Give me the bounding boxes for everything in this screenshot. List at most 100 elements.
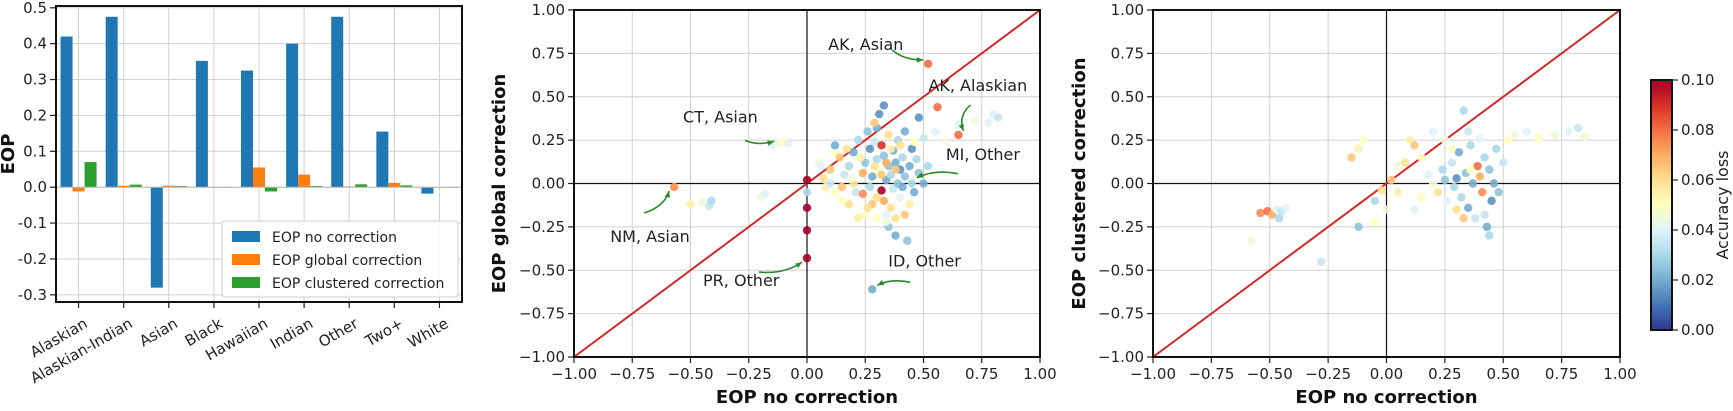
scatter-point — [933, 102, 942, 112]
scatter-point — [1452, 174, 1461, 183]
scatter-point — [837, 196, 847, 206]
scatter-point — [863, 127, 872, 136]
scatter-point — [1494, 187, 1503, 197]
scatter-point — [819, 174, 828, 183]
scatter-ytick-label: −0.25 — [519, 218, 565, 236]
bar-eop-clustered-correction — [129, 184, 142, 188]
annotation-label: AK, Asian — [828, 35, 903, 54]
scatter-point — [1534, 134, 1543, 143]
annotation-arrowhead — [916, 57, 924, 63]
scatter-point — [1393, 187, 1403, 197]
scatter-point — [854, 135, 863, 145]
scatter-xtick-label: 0.75 — [965, 365, 998, 383]
scatter-point — [900, 210, 910, 219]
scatter-point — [882, 210, 891, 219]
scatter-point — [802, 226, 812, 235]
bar-legend-label: EOP clustered correction — [272, 276, 444, 292]
scatter-point — [835, 153, 844, 162]
scatter-point — [905, 200, 914, 209]
scatter-point — [1393, 161, 1403, 171]
scatter-point — [844, 200, 854, 209]
bar-category-label: Other — [315, 314, 362, 351]
scatter-point — [1499, 158, 1508, 167]
scatter-point — [870, 137, 879, 147]
scatter-ytick-label: 1.00 — [1111, 1, 1144, 19]
scatter-point — [1485, 165, 1494, 174]
scatter-point — [877, 141, 886, 150]
scatter-point — [993, 113, 1003, 122]
scatter-xtick-label: −0.25 — [726, 365, 772, 383]
annotation-arrowhead — [767, 140, 775, 146]
scatter-point — [896, 141, 905, 150]
scatter-point — [930, 127, 940, 136]
scatter-point — [1452, 205, 1461, 214]
scatter-xtick-label: −0.75 — [1188, 365, 1234, 383]
colorbar-tick-label: 0.02 — [1681, 271, 1714, 289]
scatter-ytick-label: 1.00 — [532, 1, 565, 19]
scatter-point — [919, 134, 928, 143]
scatter-xtick-label: 0.50 — [907, 365, 940, 383]
scatter-point — [919, 179, 928, 188]
scatter-ytick-label: −1.00 — [519, 348, 565, 366]
scatter-global-correction-panel: −1.00 −0.75 −0.50 −0.25 0.00 0.25 0.50 0.75 1.00… — [489, 1, 1057, 408]
bar-eop-global-correction — [388, 182, 401, 188]
scatter-point — [902, 236, 912, 245]
scatter-xtick-label: −0.25 — [1305, 365, 1351, 383]
scatter-ytick-label: 0.25 — [1111, 131, 1144, 149]
scatter-ytick-label: −0.50 — [519, 261, 565, 279]
bar-eop-no-correction — [376, 131, 389, 188]
bar-eop-global-correction — [72, 187, 85, 192]
scatter-xlabel: EOP no correction — [1295, 387, 1477, 408]
scatter-point — [1487, 196, 1496, 206]
scatter-point — [912, 155, 921, 164]
scatter-xtick-label: 0.00 — [1370, 365, 1403, 383]
scatter-point — [1447, 158, 1457, 167]
colorbar-panel: 0.00 0.02 0.04 0.06 0.08 0.10 Accuracy loss — [1650, 71, 1732, 339]
bar-eop-no-correction — [421, 187, 434, 194]
scatter-point — [1485, 231, 1494, 240]
bar-ytick-label: 0.1 — [23, 142, 47, 160]
scatter-point — [802, 175, 812, 185]
scatter-point — [877, 170, 886, 180]
scatter-point — [1564, 127, 1573, 136]
bar-legend-swatch — [232, 277, 260, 288]
scatter-point — [872, 155, 882, 164]
scatter-point — [875, 109, 884, 119]
colorbar-tick-label: 0.06 — [1681, 171, 1714, 189]
scatter-point — [1473, 161, 1482, 171]
scatter-point — [1382, 205, 1391, 214]
scatter-point — [891, 165, 900, 174]
annotation-label: CT, Asian — [683, 107, 758, 126]
scatter-point — [984, 118, 993, 127]
bar-category-label: Indian — [267, 314, 316, 353]
annotation-label: ID, Other — [888, 251, 961, 270]
colorbar-bar — [1650, 79, 1673, 331]
bar-eop-no-correction — [60, 36, 73, 188]
scatter-point — [816, 161, 826, 171]
scatter-point — [1354, 222, 1363, 232]
scatter-point — [854, 214, 863, 223]
bar-eop-clustered-correction — [265, 187, 277, 192]
scatter-point — [1480, 153, 1489, 162]
scatter-point — [1489, 179, 1499, 188]
scatter-axes-frame — [573, 9, 1041, 358]
scatter-point — [1274, 214, 1284, 223]
scatter-point — [1480, 210, 1489, 219]
scatter-point — [851, 187, 861, 197]
annotation-arrowhead — [795, 262, 802, 269]
scatter-point — [882, 158, 891, 167]
scatter-point — [886, 203, 896, 212]
scatter-xtick-label: 1.00 — [1603, 365, 1636, 383]
scatter-point — [879, 101, 889, 110]
scatter-point — [1281, 203, 1291, 212]
scatter-point — [1377, 186, 1387, 195]
scatter-point — [1370, 217, 1380, 226]
colorbar-tick-label: 0.08 — [1681, 121, 1714, 139]
annotation-arrowhead — [664, 190, 670, 198]
bar-ytick-label: 0.0 — [23, 178, 47, 196]
scatter-point — [868, 285, 877, 294]
scatter-point — [830, 187, 840, 197]
scatter-point — [1429, 179, 1438, 188]
scatter-point — [1478, 187, 1487, 197]
bar-chart-panel: -0.3-0.2-0.10.00.10.20.30.40.5AlaskianAl… — [0, 0, 463, 387]
